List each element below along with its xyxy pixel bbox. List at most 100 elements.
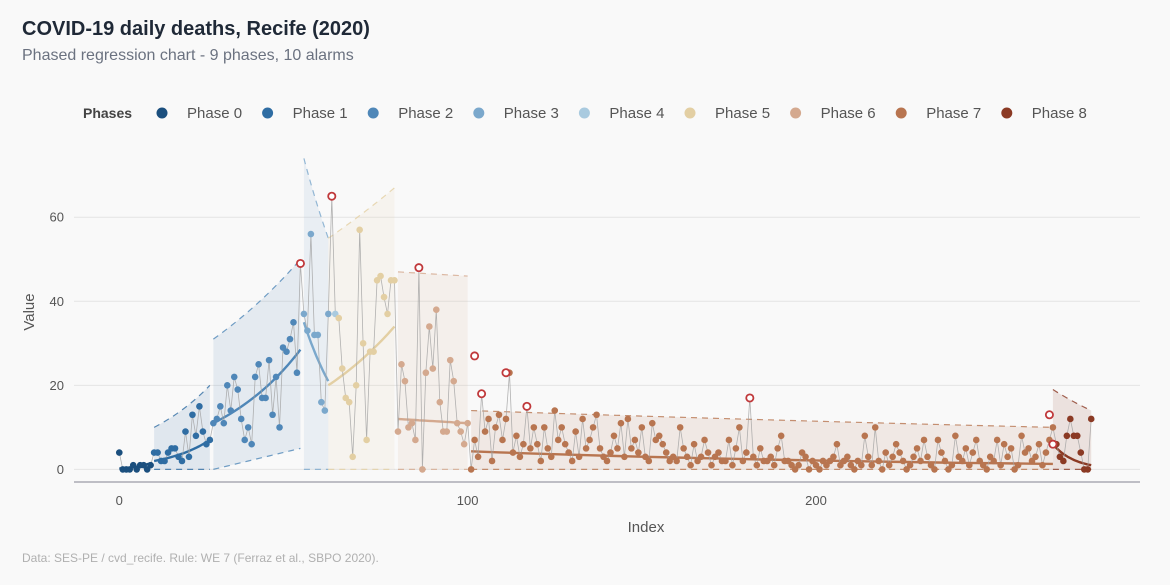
y-tick-label: 40 xyxy=(50,294,64,309)
data-point xyxy=(206,436,214,444)
data-point xyxy=(750,453,757,461)
data-point xyxy=(527,445,534,452)
data-point xyxy=(614,445,621,452)
data-point xyxy=(352,382,360,389)
data-point xyxy=(990,457,997,465)
data-point xyxy=(687,461,694,469)
alarm-marker xyxy=(477,389,487,399)
data-point xyxy=(154,449,161,456)
alarm-marker xyxy=(522,401,532,411)
data-point xyxy=(680,445,687,452)
alarm-marker xyxy=(1044,410,1054,420)
data-point xyxy=(192,432,200,440)
data-point xyxy=(858,461,865,469)
data-point xyxy=(269,411,276,419)
data-point xyxy=(161,457,168,465)
data-point xyxy=(631,436,639,444)
band-lower-limit xyxy=(213,447,301,470)
data-point xyxy=(1004,453,1011,461)
data-point xyxy=(436,398,444,406)
band-upper-limit xyxy=(1052,389,1092,412)
data-point xyxy=(189,411,196,419)
data-point xyxy=(453,419,461,427)
data-point xyxy=(889,453,896,461)
data-point xyxy=(467,466,475,473)
data-point xyxy=(1077,449,1085,456)
data-point xyxy=(645,457,653,465)
data-point xyxy=(1018,432,1025,440)
data-point xyxy=(286,335,294,343)
data-point xyxy=(185,453,193,461)
data-point xyxy=(534,440,541,448)
data-point xyxy=(262,394,269,402)
data-point xyxy=(885,461,893,469)
data-point xyxy=(610,432,618,440)
data-point xyxy=(251,373,259,381)
data-point xyxy=(972,436,980,444)
data-point xyxy=(628,445,635,452)
legend-marker xyxy=(684,107,696,119)
data-point xyxy=(906,461,914,469)
data-point xyxy=(722,457,729,465)
data-point xyxy=(941,457,949,465)
data-point xyxy=(223,382,231,389)
data-point xyxy=(520,440,527,448)
alarm-markers xyxy=(295,191,1058,449)
data-point xyxy=(892,440,900,448)
data-point xyxy=(446,356,454,364)
legend-marker xyxy=(367,107,379,119)
data-point xyxy=(603,457,611,465)
data-point xyxy=(237,415,245,423)
axes: 0 100 200 0 20 40 60 Index Value xyxy=(21,210,1140,536)
data-point xyxy=(1087,415,1095,423)
data-point xyxy=(377,272,384,280)
data-point xyxy=(338,365,346,372)
data-point xyxy=(1060,457,1067,465)
data-point xyxy=(422,369,430,377)
data-point xyxy=(244,424,252,431)
data-point xyxy=(398,361,405,368)
alarm-marker xyxy=(470,351,480,361)
chart-subtitle: Phased regression chart - 9 phases, 10 a… xyxy=(22,47,354,64)
data-point xyxy=(314,331,322,339)
data-point xyxy=(509,449,517,456)
data-point xyxy=(767,453,775,461)
x-tick-label: 0 xyxy=(116,493,123,508)
data-point xyxy=(655,432,663,440)
data-point xyxy=(171,445,179,452)
data-point xyxy=(816,466,823,473)
data-point xyxy=(471,436,478,444)
data-point xyxy=(621,453,628,461)
data-point xyxy=(464,419,471,427)
x-axis-title: Index xyxy=(628,519,665,536)
data-point xyxy=(561,440,569,448)
data-point xyxy=(1067,415,1074,423)
data-point xyxy=(864,453,872,461)
data-point xyxy=(412,436,419,444)
data-point xyxy=(230,373,238,381)
data-point xyxy=(1042,449,1050,456)
band-upper-limit xyxy=(153,384,211,428)
legend-marker xyxy=(1001,107,1013,119)
y-tick-label: 0 xyxy=(57,462,64,477)
data-point xyxy=(690,440,698,448)
data-point xyxy=(596,445,604,452)
data-point xyxy=(321,407,329,414)
data-point xyxy=(725,436,733,444)
data-point xyxy=(743,449,750,456)
data-point xyxy=(419,466,426,473)
data-point xyxy=(704,449,712,456)
band-upper-limit xyxy=(471,409,1053,428)
data-point xyxy=(391,276,398,284)
alarm-marker xyxy=(1048,439,1058,449)
data-point xyxy=(579,415,586,423)
data-point xyxy=(276,424,283,431)
x-tick-label: 100 xyxy=(457,493,479,508)
legend-label: Phase 7 xyxy=(926,105,981,122)
data-point xyxy=(499,436,506,444)
data-point xyxy=(659,440,667,448)
band-upper-limit xyxy=(303,158,329,239)
data-point xyxy=(701,436,708,444)
data-point xyxy=(513,432,520,440)
data-point xyxy=(485,415,492,423)
